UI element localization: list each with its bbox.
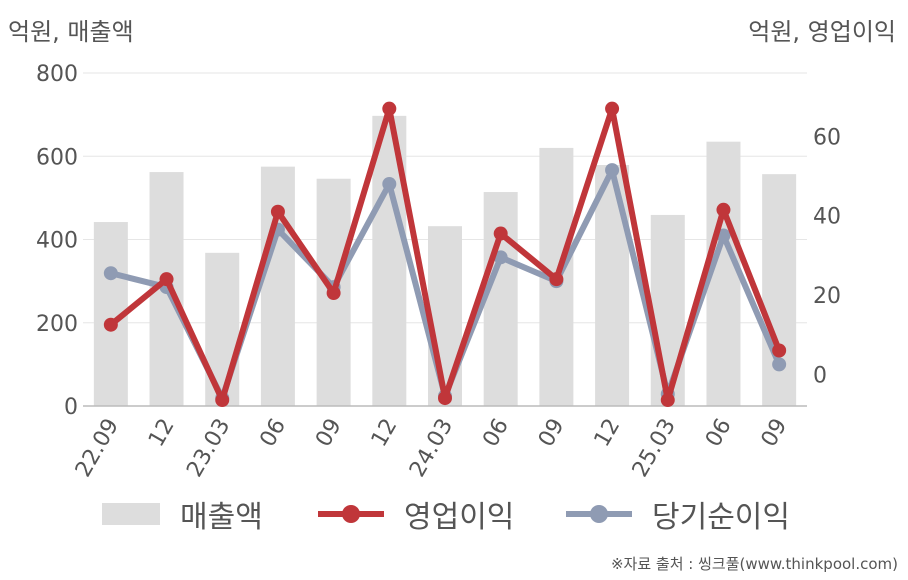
revenue-bar [650, 214, 685, 406]
x-tick-label: 06 [478, 415, 514, 452]
right-tick-label: 60 [813, 125, 841, 150]
operating-profit-point [438, 391, 452, 406]
legend-swatch-net-income [566, 503, 632, 525]
legend-label-net-income: 당기순이익 [652, 500, 790, 535]
x-tick-label: 09 [534, 415, 570, 452]
operating-profit-point [605, 101, 620, 116]
x-tick-label: 12 [144, 415, 180, 452]
x-tick-label: 09 [757, 415, 793, 452]
left-tick-label: 800 [36, 62, 78, 87]
legend-label-revenue: 매출액 [180, 500, 263, 535]
left-tick-label: 200 [36, 312, 78, 337]
left-axis-title: 억원, 매출액 [8, 18, 134, 46]
operating-profit-point [493, 226, 508, 241]
operating-profit-point [549, 272, 564, 287]
x-tick-label: 23.03 [182, 415, 235, 481]
x-tick-label: 12 [367, 415, 403, 452]
profit-lines [103, 101, 787, 408]
x-tick-label: 24.03 [405, 415, 458, 481]
x-tick-label: 22.09 [71, 415, 124, 481]
right-tick-label: 20 [813, 284, 841, 309]
revenue-bar [205, 252, 240, 406]
operating-profit-point [159, 272, 174, 287]
net-income-point [772, 357, 787, 372]
right-tick-label: 40 [813, 205, 841, 230]
left-tick-label: 0 [64, 395, 78, 420]
operating-profit-point [215, 393, 230, 408]
net-income-point [382, 177, 397, 191]
operating-profit-point [103, 317, 118, 332]
operating-profit-point [382, 101, 397, 116]
x-tick-label: 09 [311, 415, 347, 452]
legend-swatch-revenue [102, 503, 160, 525]
x-tick-label: 25.03 [628, 415, 681, 481]
right-tick-label: 0 [813, 363, 827, 388]
legend-item-operating-profit: 영업이익 [318, 492, 514, 536]
net-income-point [103, 266, 118, 281]
left-tick-label: 600 [36, 145, 78, 170]
operating-profit-point [270, 204, 285, 219]
revenue-bar [483, 192, 518, 406]
operating-profit-point [716, 202, 731, 217]
revenue-bar [595, 164, 630, 406]
legend-label-operating-profit: 영업이익 [404, 500, 515, 535]
revenue-bar [260, 166, 295, 406]
legend-swatch-operating-profit [318, 503, 384, 525]
x-tick-label: 06 [255, 415, 291, 452]
right-axis-title: 억원, 영업이익 [748, 18, 896, 46]
operating-profit-point [772, 343, 787, 358]
net-income-point [493, 250, 508, 265]
left-tick-label: 400 [36, 229, 78, 254]
legend-item-revenue: 매출액 [102, 492, 263, 536]
x-tick-label: 06 [701, 415, 737, 452]
source-note: ※자료 출처 : 씽크풀(www.thinkpool.com) [610, 555, 898, 573]
operating-profit-point [660, 393, 675, 408]
revenue-bar [428, 226, 462, 406]
x-tick-label: 12 [590, 415, 626, 452]
revenue-bars [93, 115, 797, 407]
operating-profit-point [326, 286, 341, 301]
net-income-point [605, 163, 620, 178]
legend-item-net-income: 당기순이익 [566, 492, 790, 536]
